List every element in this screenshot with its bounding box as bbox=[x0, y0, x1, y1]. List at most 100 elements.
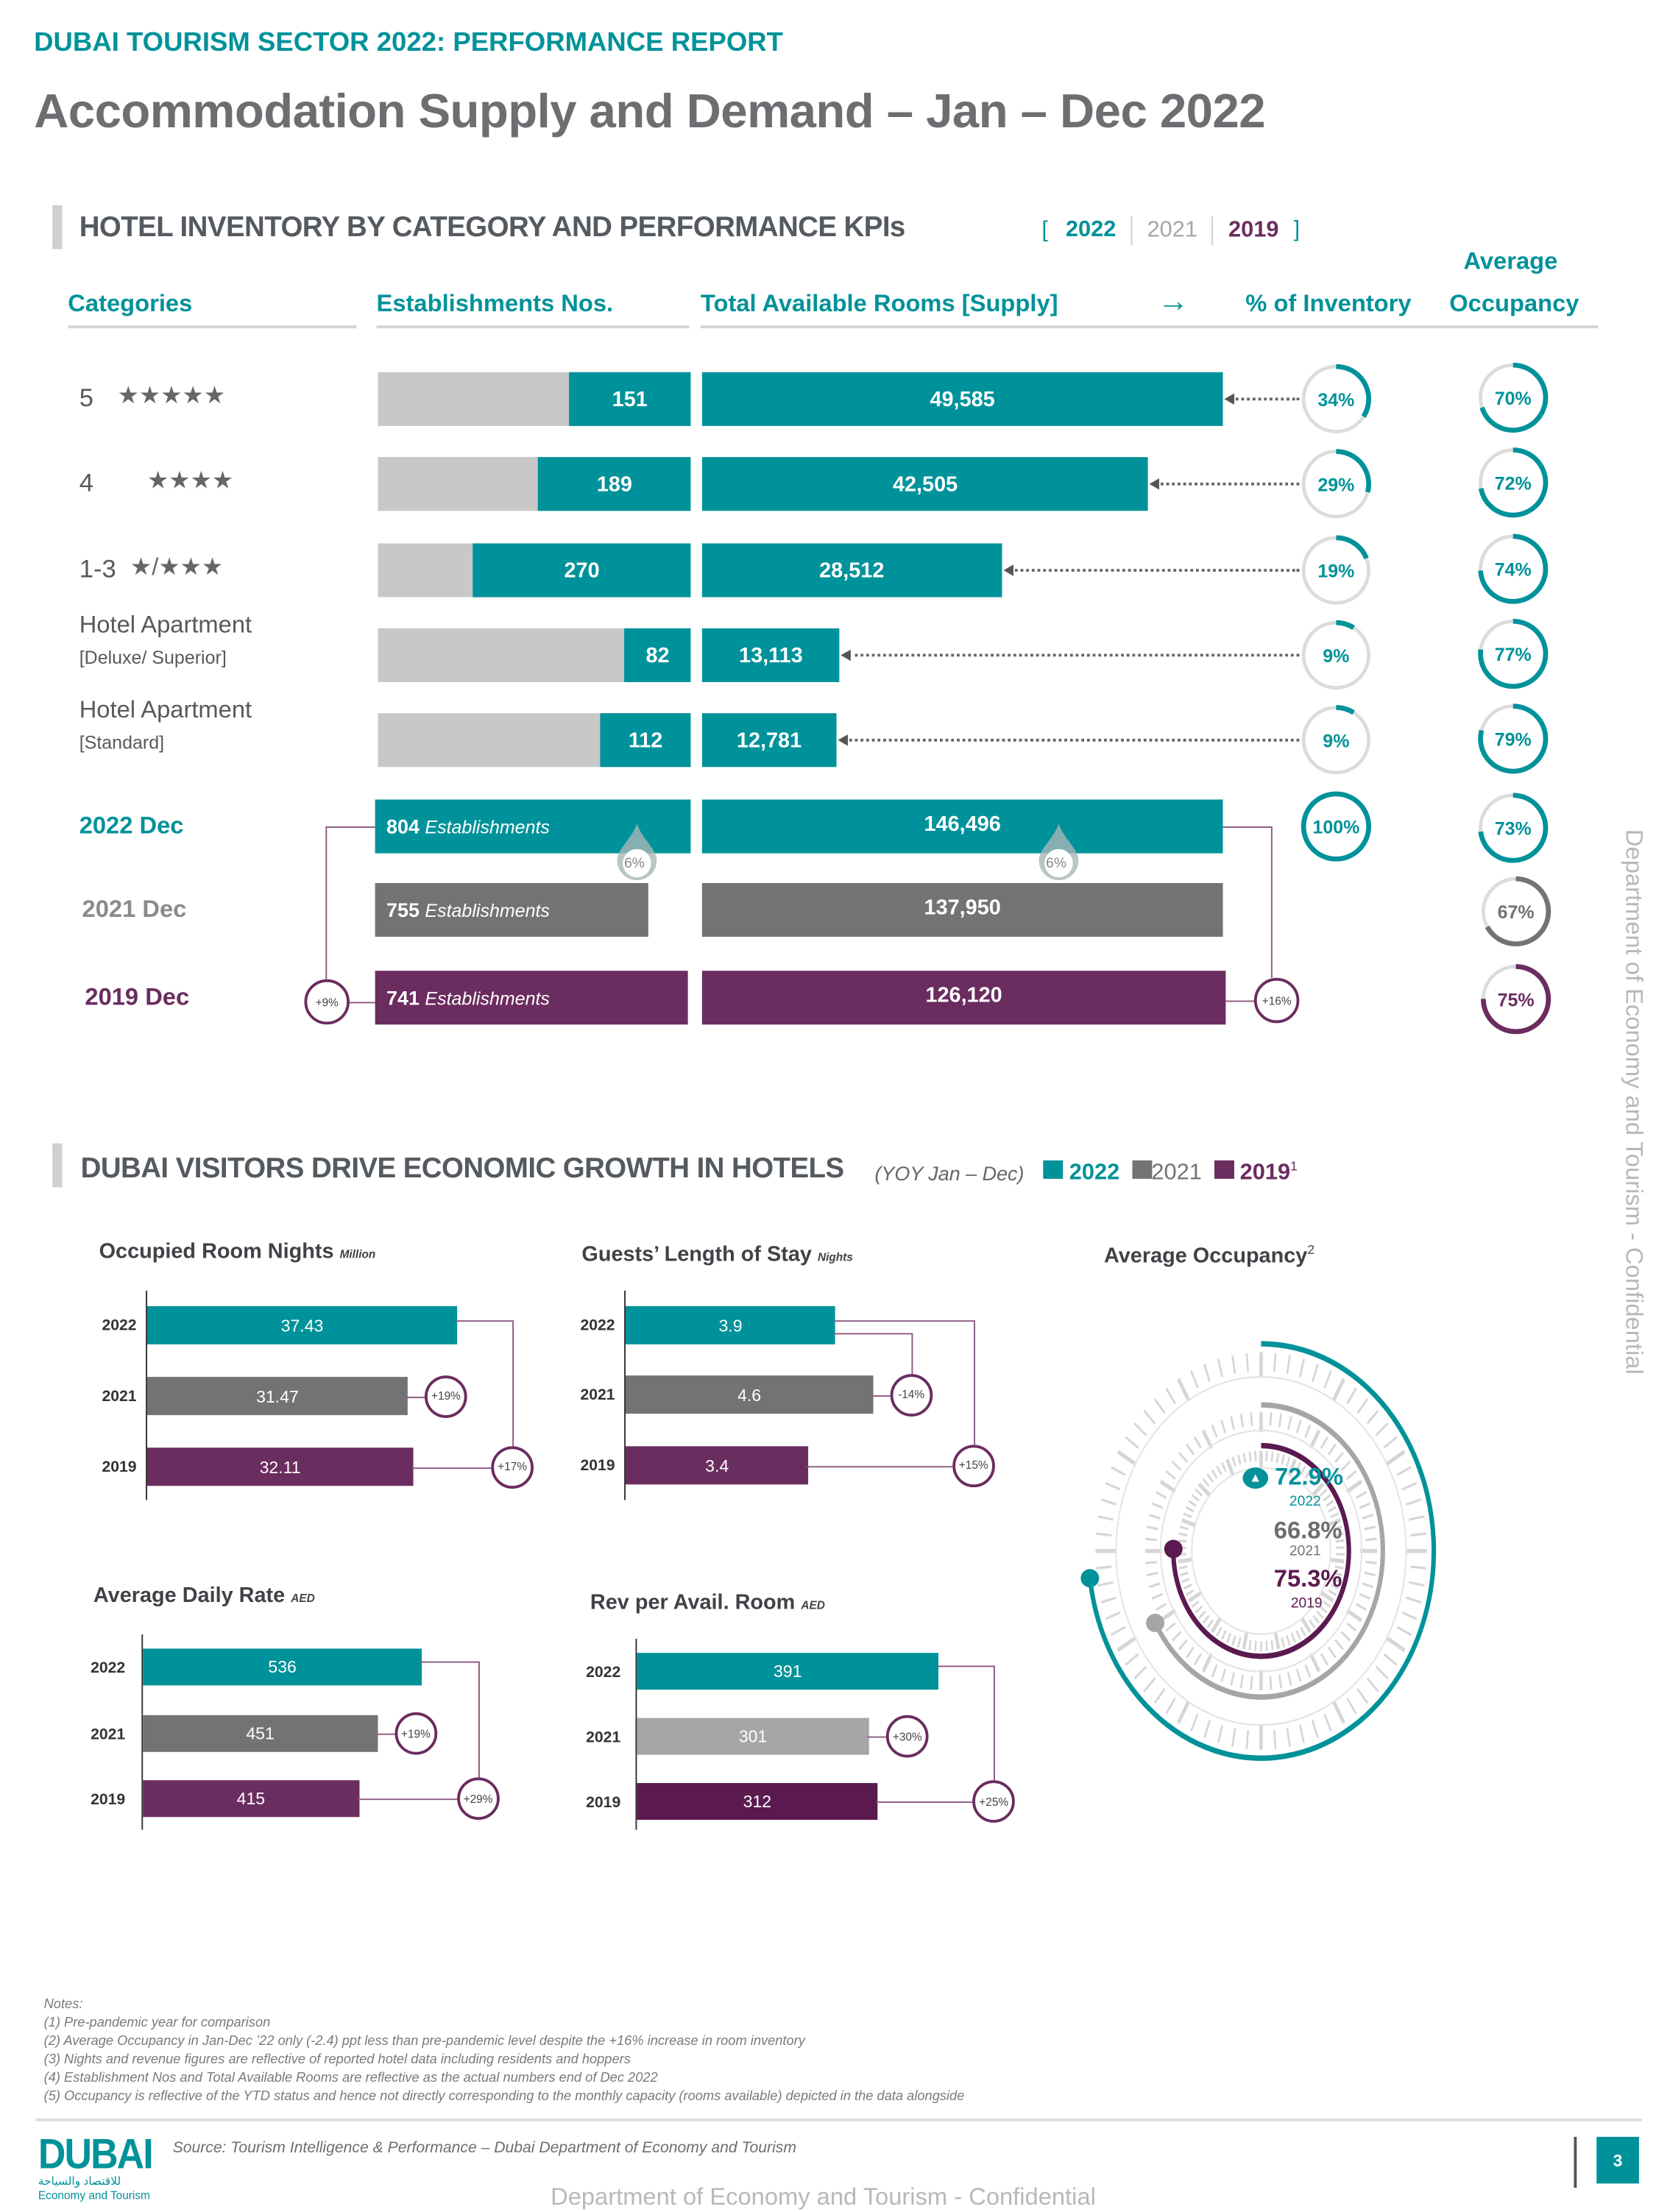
chart-title-text: Guests’ Length of Stay bbox=[581, 1242, 812, 1266]
arrowhead-icon bbox=[1150, 478, 1159, 489]
chart-unit: AED bbox=[801, 1599, 824, 1612]
gauge-tick bbox=[1301, 1627, 1305, 1636]
bar-value-label: 536 bbox=[143, 1648, 422, 1685]
gauge-tick bbox=[1098, 1582, 1114, 1585]
connector bbox=[868, 1737, 886, 1738]
gauge-tick bbox=[1179, 1567, 1187, 1568]
pct-inventory-ring: 34% bbox=[1301, 364, 1371, 434]
year-label: 2021 bbox=[586, 1729, 620, 1746]
gauge-tick bbox=[1134, 1423, 1146, 1435]
gauge-tick bbox=[1328, 1507, 1336, 1511]
gauge-tick bbox=[1147, 1573, 1158, 1575]
gauge-tick bbox=[1217, 1627, 1221, 1636]
change-vs-2021: +30% bbox=[886, 1715, 929, 1758]
gauge-tick bbox=[1367, 1411, 1379, 1424]
gauge-tick bbox=[1311, 1431, 1320, 1448]
gauge-tick bbox=[1195, 1606, 1202, 1613]
gauge-tick bbox=[1149, 1515, 1160, 1519]
gauge-tick bbox=[1192, 1601, 1199, 1607]
growth-vs-2019-establishments: +9% bbox=[304, 979, 350, 1025]
gauge-tick bbox=[1101, 1598, 1116, 1603]
gauge-tick bbox=[1105, 1483, 1120, 1489]
gauge-tick bbox=[1341, 1631, 1350, 1640]
total-rooms-bar: 146,496 bbox=[702, 800, 1223, 854]
change-vs-2019: +17% bbox=[491, 1445, 534, 1488]
gauge-tick bbox=[1172, 1631, 1181, 1640]
establishments-value: 112 bbox=[601, 713, 691, 767]
gauge-tick bbox=[1186, 1444, 1194, 1455]
gauge-tick bbox=[1096, 1534, 1111, 1535]
chart-title: Average Daily Rate AED bbox=[93, 1584, 315, 1608]
connector bbox=[1271, 826, 1273, 978]
gauge-tick bbox=[1212, 1425, 1217, 1437]
gauge-tick bbox=[1411, 1534, 1426, 1535]
gauge-tick bbox=[1311, 1654, 1320, 1672]
gauge-tick bbox=[1178, 1701, 1189, 1723]
gauge-tick bbox=[1145, 1539, 1156, 1540]
gauge-tick bbox=[1359, 1503, 1370, 1508]
occupancy-ring: 70% bbox=[1478, 362, 1549, 433]
year-label: 2022 bbox=[91, 1660, 125, 1677]
total-rooms-value: 146,496 bbox=[702, 800, 1223, 848]
total-establishments-bar: 741 Establishments bbox=[375, 971, 688, 1024]
gauge-tick bbox=[1178, 1379, 1189, 1401]
total-rooms-value: 137,950 bbox=[702, 883, 1223, 931]
arrowhead-icon bbox=[1224, 394, 1234, 405]
gauge-tick bbox=[1365, 1562, 1376, 1564]
gauge-tick bbox=[1357, 1399, 1367, 1413]
year-label: 2019 bbox=[102, 1459, 136, 1476]
total-rooms-bar: 137,950 bbox=[702, 883, 1223, 937]
gauge-tick bbox=[1362, 1515, 1373, 1519]
gauge-tick bbox=[1334, 1701, 1344, 1723]
establishments-value: 82 bbox=[625, 628, 691, 682]
gauge-tick bbox=[1274, 1730, 1275, 1748]
gauge-tick bbox=[1272, 1452, 1273, 1462]
change-vs-2021: +19% bbox=[394, 1712, 437, 1755]
gauge-tick bbox=[1183, 1514, 1192, 1517]
gauge-tick bbox=[1406, 1598, 1420, 1603]
connector bbox=[325, 826, 327, 979]
bar-value-label: 31.47 bbox=[147, 1377, 408, 1415]
gauge-tick bbox=[1251, 1676, 1252, 1690]
gauge-tick bbox=[1409, 1517, 1424, 1520]
chart-bar: 391 bbox=[637, 1653, 938, 1690]
bar-value-label: 301 bbox=[637, 1718, 868, 1755]
total-establishments-text: 755 Establishments bbox=[386, 898, 550, 921]
gauge-tick bbox=[1279, 1414, 1281, 1427]
logo-english: Economy and Tourism bbox=[38, 2189, 166, 2203]
connector bbox=[834, 1333, 911, 1334]
gauge-tick bbox=[1186, 1648, 1194, 1658]
pct-inventory-ring-value: 9% bbox=[1301, 620, 1371, 690]
total-establishments-text: 804 Establishments bbox=[386, 815, 550, 838]
gauge-tick bbox=[1145, 1562, 1156, 1564]
gauge-tick bbox=[1144, 1679, 1155, 1692]
rooms-bar: 28,512 bbox=[702, 543, 1002, 597]
growth-vs-2019-rooms: +16% bbox=[1254, 978, 1300, 1024]
gauge-tick bbox=[1384, 1654, 1396, 1665]
connector bbox=[350, 1002, 375, 1004]
gauge-tick bbox=[1179, 1453, 1187, 1462]
bar-value-label: 3.9 bbox=[626, 1306, 835, 1344]
gauge-tick bbox=[1098, 1517, 1114, 1520]
gauge-tick bbox=[1309, 1620, 1314, 1628]
gauge-tick bbox=[1357, 1689, 1367, 1703]
total-establishments-text: 741 Establishments bbox=[386, 986, 550, 1009]
year-label: 2019 bbox=[91, 1792, 125, 1809]
year-label: 2019 bbox=[580, 1458, 615, 1475]
connector bbox=[974, 1319, 975, 1444]
category-label: 1-3 bbox=[79, 555, 116, 584]
dotted-connector bbox=[1157, 483, 1299, 486]
pct-inventory-ring-value: 29% bbox=[1301, 449, 1371, 520]
gauge-tick bbox=[1335, 1453, 1343, 1462]
gauge-tick bbox=[1231, 1673, 1234, 1686]
gauge-tick bbox=[1325, 1371, 1331, 1388]
chart-unit: Nights bbox=[818, 1251, 853, 1263]
occupancy-ring-value: 73% bbox=[1478, 793, 1549, 863]
gauge-tick bbox=[1203, 1654, 1212, 1672]
gauge-tick bbox=[1222, 1631, 1225, 1639]
gauge-tick bbox=[1312, 1364, 1317, 1382]
total-establishments-value: 755 bbox=[386, 898, 420, 921]
bar-value-label: 312 bbox=[637, 1783, 877, 1820]
gauge-tick bbox=[1365, 1573, 1376, 1575]
gauge-tick bbox=[1409, 1582, 1424, 1585]
